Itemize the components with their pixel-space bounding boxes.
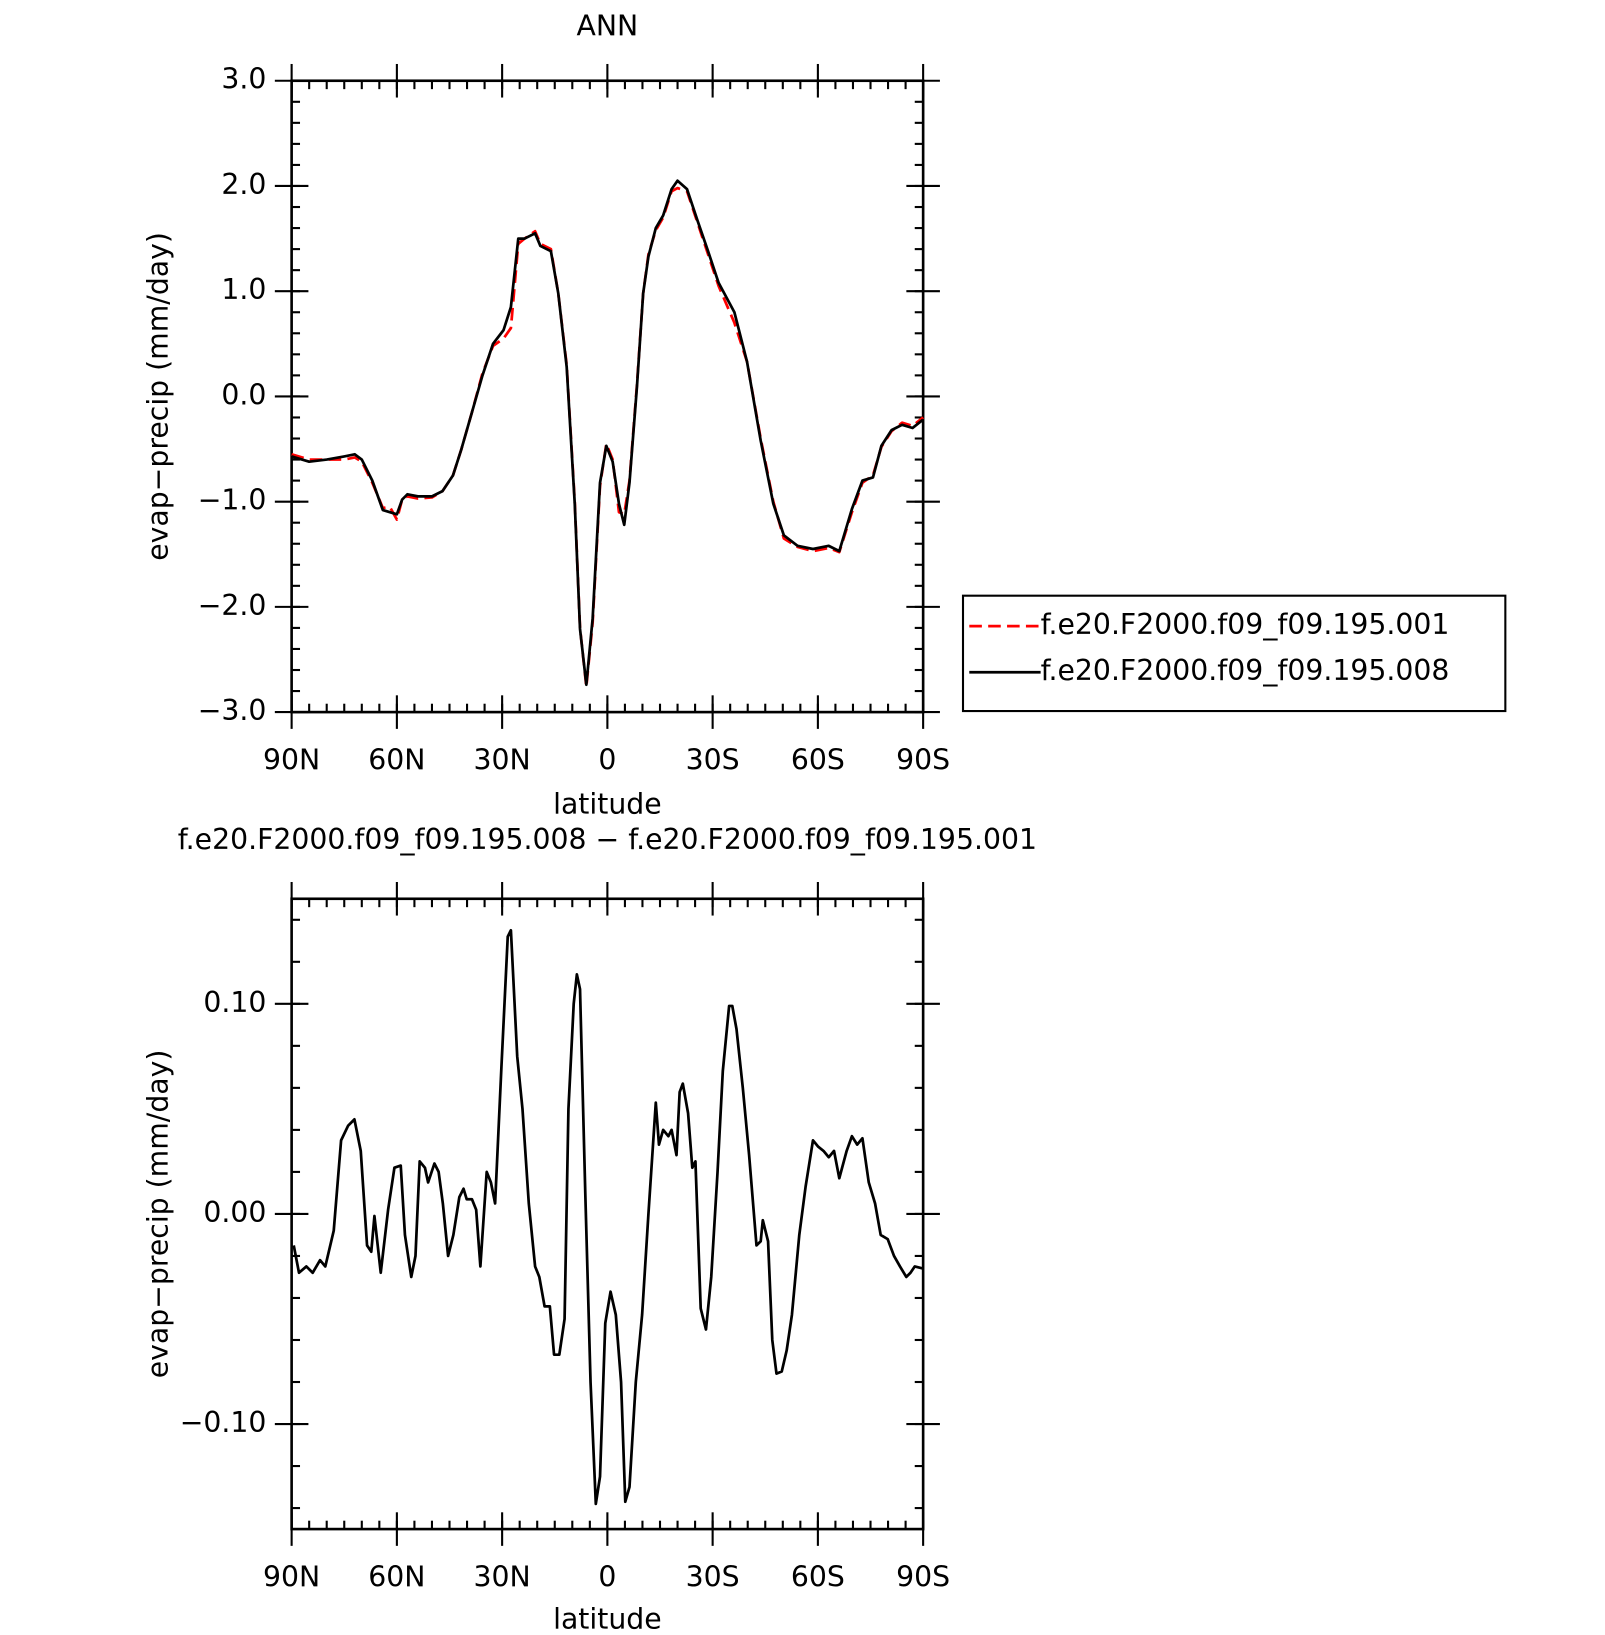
plot-frame — [290, 897, 925, 1531]
y-tick-label: 2.0 — [221, 168, 266, 201]
x-tick-label: 30N — [474, 1560, 531, 1593]
y-tick-label: 1.0 — [221, 273, 266, 306]
x-axis-label: latitude — [553, 1602, 662, 1635]
x-tick-label: 30S — [686, 743, 740, 776]
y-tick-label: −1.0 — [198, 484, 267, 517]
y-tick-label: 3.0 — [221, 63, 266, 96]
y-tick-label: 0.00 — [203, 1196, 266, 1229]
x-tick-label: 0 — [598, 743, 616, 776]
series-line — [291, 179, 924, 687]
x-tick-label: 0 — [598, 1560, 616, 1593]
y-tick-label: −3.0 — [198, 694, 267, 727]
y-tick-label: −2.0 — [198, 589, 267, 622]
y-tick-label: 0.0 — [221, 378, 266, 411]
x-tick-label: 90N — [263, 1560, 320, 1593]
x-axis-label: latitude — [553, 787, 662, 820]
legend-box — [961, 594, 1507, 713]
x-tick-label: 30N — [474, 743, 531, 776]
x-tick-label: 90N — [263, 743, 320, 776]
plot-frame — [290, 79, 925, 714]
legend-label: f.e20.F2000.f09_f09.195.008 — [1041, 654, 1450, 687]
series-line — [291, 186, 924, 689]
series-line — [292, 928, 924, 1506]
y-tick-label: −0.10 — [180, 1406, 267, 1439]
y-tick-label: 0.10 — [203, 986, 266, 1019]
x-tick-label: 60N — [368, 743, 425, 776]
x-tick-label: 90S — [896, 743, 950, 776]
y-axis-label: evap−precip (mm/day) — [141, 1050, 174, 1379]
x-tick-label: 60N — [368, 1560, 425, 1593]
x-tick-label: 30S — [686, 1560, 740, 1593]
y-axis-label: evap−precip (mm/day) — [141, 232, 174, 561]
x-tick-label: 60S — [791, 1560, 845, 1593]
chart-title: f.e20.F2000.f09_f09.195.008 − f.e20.F200… — [178, 823, 1037, 856]
x-tick-label: 90S — [896, 1560, 950, 1593]
x-tick-label: 60S — [791, 743, 845, 776]
chart-title: ANN — [577, 9, 639, 42]
legend-label: f.e20.F2000.f09_f09.195.001 — [1041, 608, 1450, 641]
